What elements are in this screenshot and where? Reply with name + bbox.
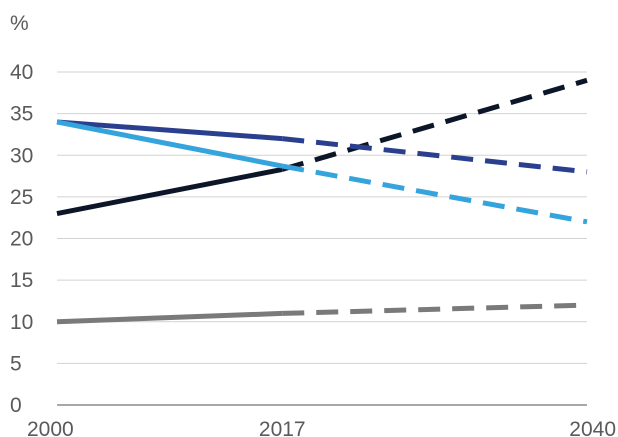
y-tick-label: 30 xyxy=(10,144,33,167)
series-4-historical-line xyxy=(56,310,283,325)
y-tick-label: 40 xyxy=(10,61,33,84)
series-3-projection-line xyxy=(281,163,588,225)
series-3-historical-line xyxy=(56,119,283,169)
y-tick-label: 0 xyxy=(10,394,22,417)
series-1-projection-line xyxy=(281,77,588,172)
series-2-historical-line xyxy=(56,119,283,142)
y-tick-label: 10 xyxy=(10,311,33,334)
y-tick-label: 5 xyxy=(10,352,22,375)
series-1-historical-line xyxy=(56,166,283,216)
x-tick-label: 2017 xyxy=(259,418,306,437)
y-tick-label: 20 xyxy=(10,228,33,251)
x-tick-label: 2000 xyxy=(27,418,74,437)
series-4-projection-line xyxy=(282,302,588,316)
grid-lines xyxy=(57,71,587,406)
y-axis-ticks: 0 5 10 15 20 25 30 35 40 xyxy=(10,61,33,417)
x-tick-label: 2040 xyxy=(569,418,616,437)
x-axis-ticks: 2000 2017 2040 xyxy=(27,418,616,437)
y-axis-unit-label: % xyxy=(10,12,29,35)
series-2-projection-line xyxy=(281,136,588,175)
y-tick-label: 35 xyxy=(10,103,33,126)
y-tick-label: 15 xyxy=(10,269,33,292)
series-lines xyxy=(56,77,588,325)
y-tick-label: 25 xyxy=(10,186,33,209)
